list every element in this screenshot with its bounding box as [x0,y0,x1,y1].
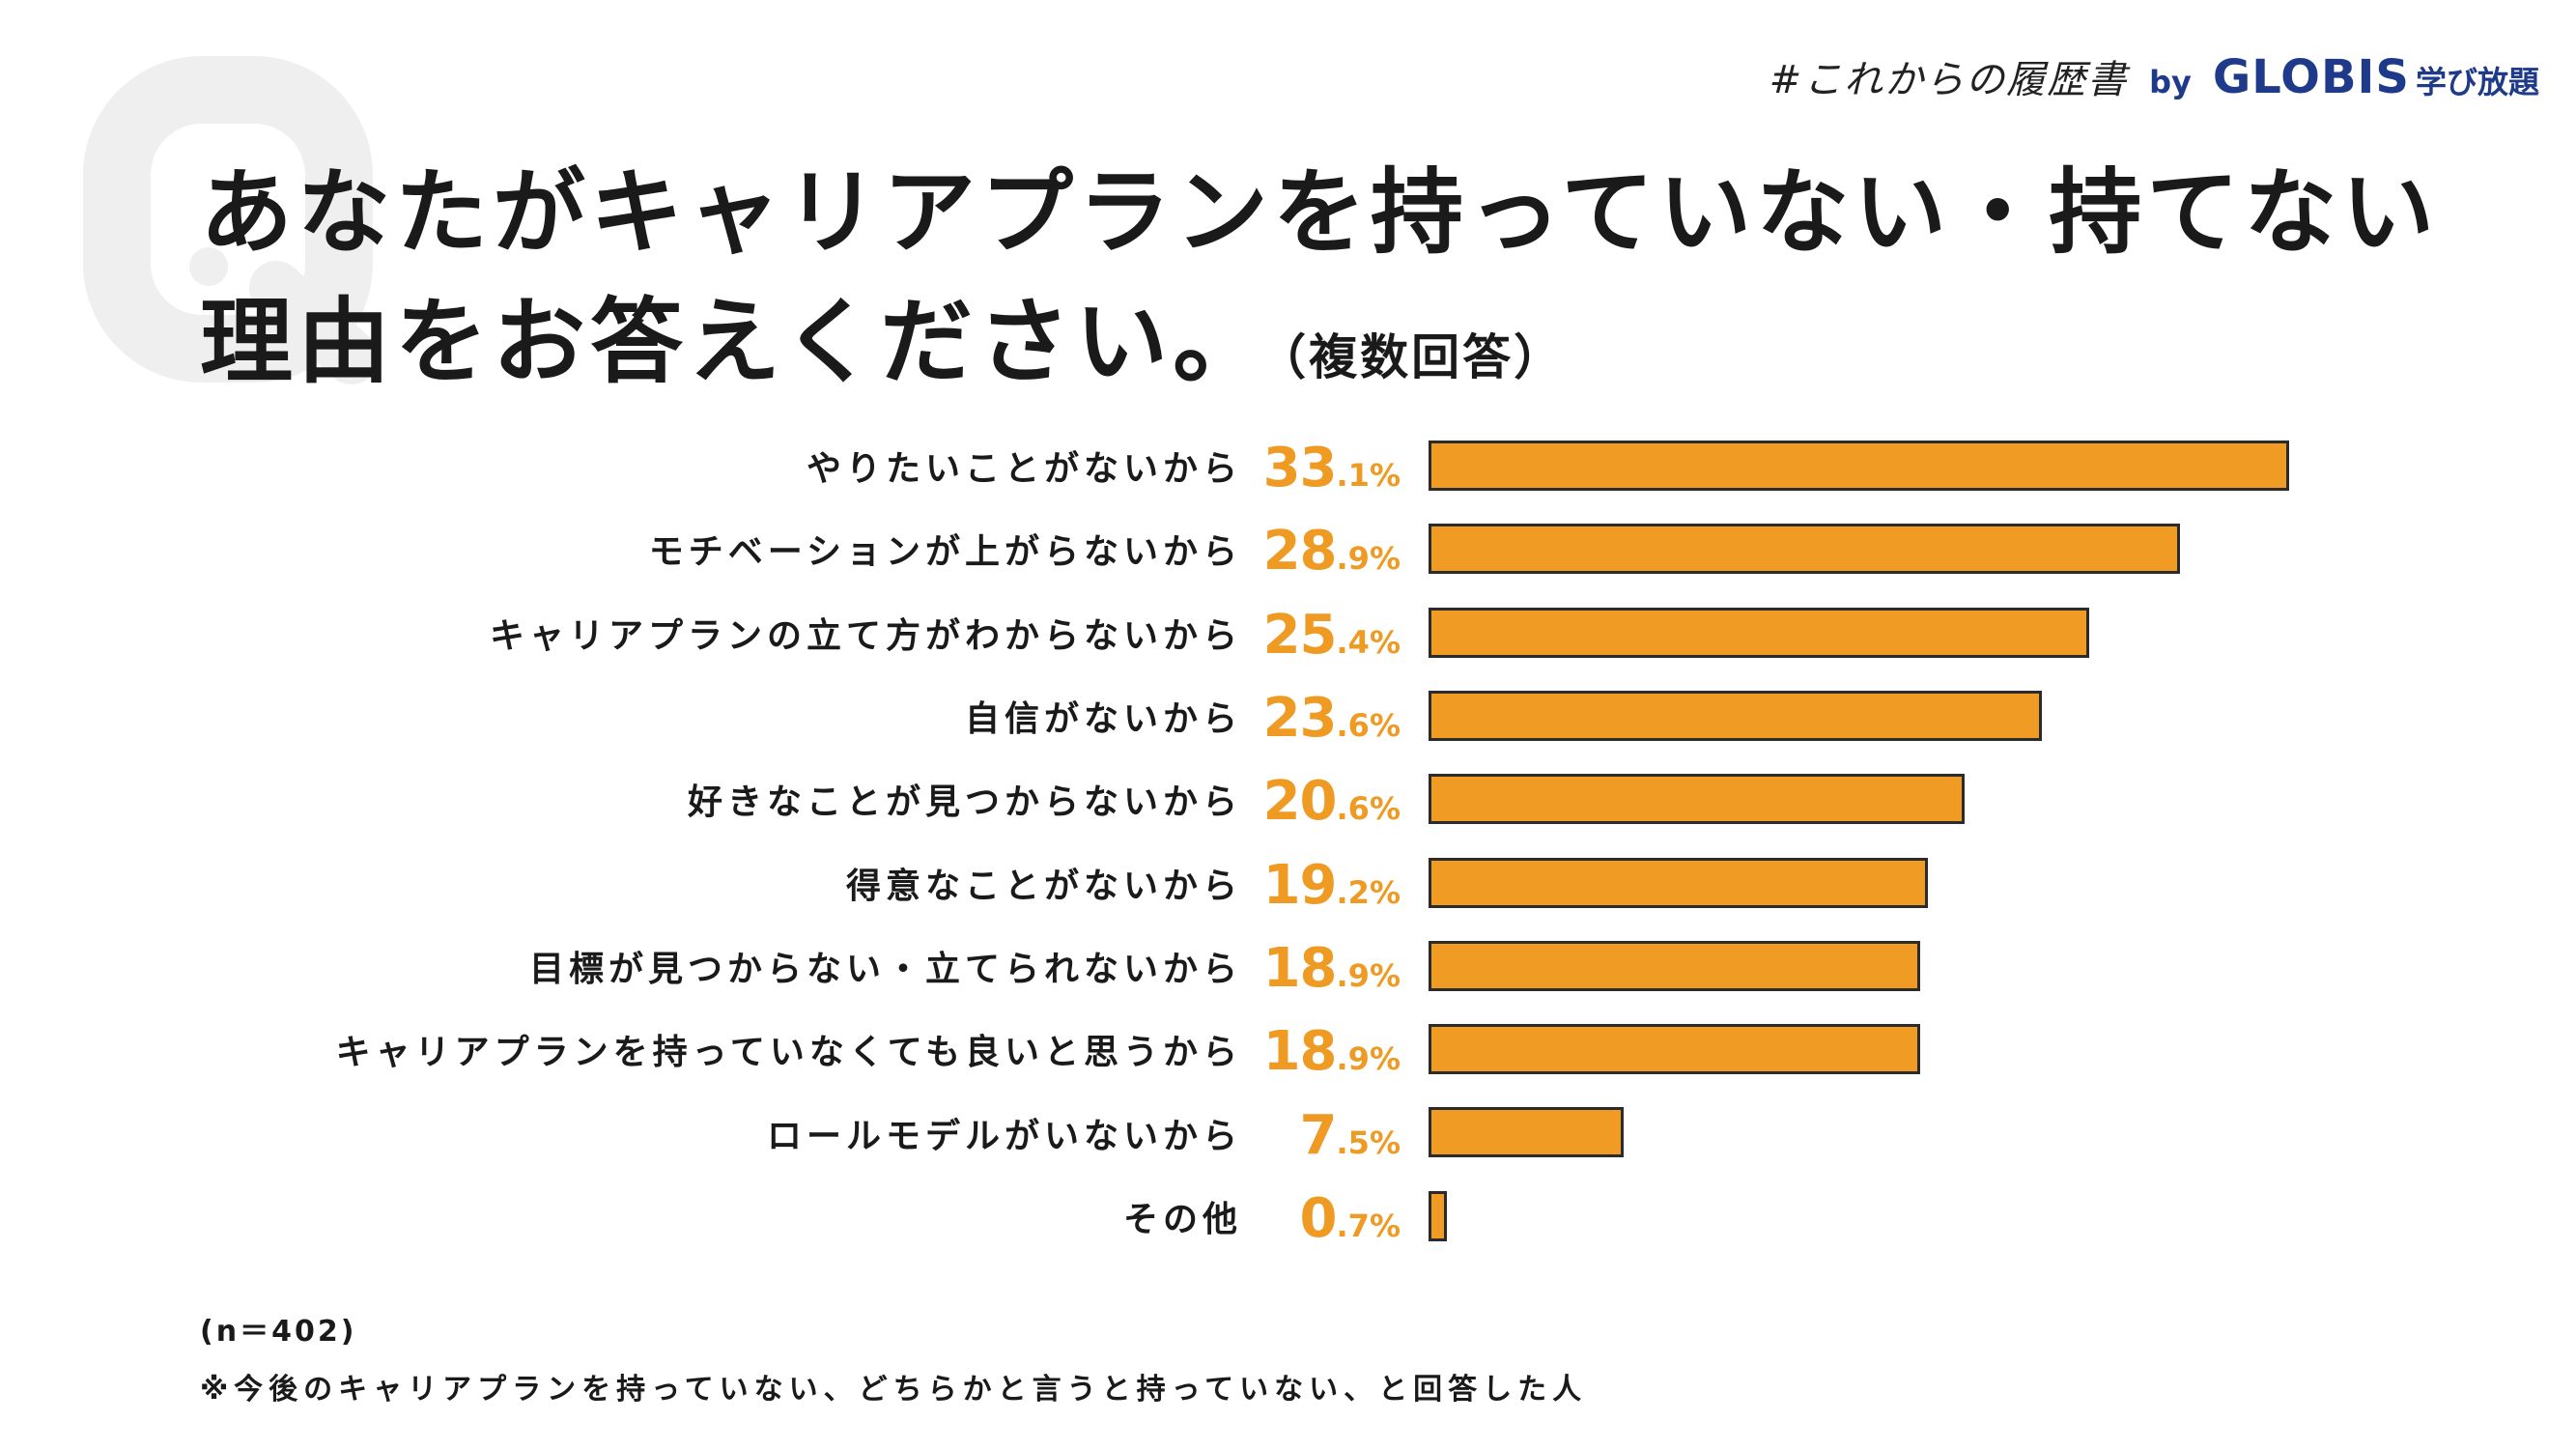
q-mark-tail [249,261,379,384]
chart-row: 好きなことが見つからないから 20.6% [0,757,2318,840]
bar [1429,774,1965,825]
bar [1429,940,1920,991]
value-decimal: .7% [1336,1207,1401,1244]
brand-hashtag: #これからの履歴書 [1769,58,2129,102]
brand-company: GLOBIS [2212,50,2410,104]
value-text: 33.1% [1263,436,1401,496]
value-decimal: .6% [1336,707,1401,745]
chart-row: その他 0.7% [0,1175,2318,1258]
brand-logo: #これからの履歴書 by GLOBIS 学び放題 [1769,48,2539,104]
value-decimal: .2% [1336,873,1401,911]
q-mark-dot [189,247,228,286]
category-label: 得意なことがないから [845,866,1242,906]
value-text: 28.9% [1263,519,1401,579]
bar [1429,857,1928,908]
bar [1429,1190,1447,1241]
value-label: 18.9% [1236,1008,1401,1091]
chart-row: 自信がないから 23.6% [0,674,2318,757]
value-decimal: .1% [1336,457,1401,495]
value-label: 7.5% [1236,1091,1401,1174]
value-text: 7.5% [1300,1103,1401,1163]
value-integer: 0 [1299,1186,1338,1250]
q-mark-ring [83,56,373,383]
value-integer: 18 [1262,936,1338,1000]
value-label: 23.6% [1236,674,1401,757]
category-label: キャリアプランを持っていなくても良いと思うから [335,1033,1242,1073]
value-integer: 33 [1262,437,1338,500]
category-label: キャリアプランの立て方がわからないから [489,615,1242,656]
category-label: その他 [1122,1199,1242,1239]
value-integer: 7 [1299,1103,1338,1167]
value-label: 18.9% [1236,924,1401,1008]
value-text: 19.2% [1263,853,1401,913]
chart-row: 目標が見つからない・立てられないから 18.9% [0,924,2318,1008]
value-integer: 25 [1262,603,1338,667]
value-text: 25.4% [1263,603,1401,663]
value-decimal: .6% [1336,790,1401,828]
value-label: 28.9% [1236,507,1401,590]
value-label: 20.6% [1236,757,1401,840]
value-decimal: .9% [1336,1040,1401,1078]
value-text: 23.6% [1263,686,1401,746]
question-title-line2-text: 理由をお答えください。 [200,288,1271,396]
bar [1429,1107,1624,1158]
chart-row: キャリアプランの立て方がわからないから 25.4% [0,591,2318,674]
value-text: 18.9% [1263,1019,1401,1079]
value-text: 20.6% [1263,769,1401,829]
q-mark-icon [83,56,379,384]
bar [1429,607,2089,658]
value-label: 0.7% [1236,1175,1401,1258]
question-title-note: （複数回答） [1282,329,1566,385]
value-decimal: .5% [1336,1123,1401,1161]
question-title-line2: 理由をお答えください。 （複数回答） [200,296,1565,388]
value-integer: 19 [1262,853,1338,917]
value-integer: 23 [1262,687,1338,751]
value-decimal: .9% [1336,540,1401,578]
bar [1429,1024,1920,1075]
question-title-line1: あなたがキャリアプランを持っていない・持てない [200,158,2440,267]
value-label: 19.2% [1236,841,1401,924]
value-label: 25.4% [1236,591,1401,674]
sample-size: (n＝402) [200,1315,357,1349]
category-label: 目標が見つからない・立てられないから [528,949,1242,989]
bar [1429,441,2289,491]
value-label: 33.1% [1236,424,1401,507]
footnote: ※今後のキャリアプランを持っていない、どちらかと言うと持っていない、と回答した人 [200,1373,1588,1407]
value-integer: 28 [1262,520,1338,583]
category-label: ロールモデルがいないから [766,1116,1242,1156]
chart-row: キャリアプランを持っていなくても良いと思うから 18.9% [0,1008,2318,1091]
brand-service: 学び放題 [2415,64,2539,100]
chart-row: やりたいことがないから 33.1% [0,424,2318,507]
category-label: 自信がないから [964,699,1242,740]
bar [1429,690,2043,741]
value-text: 0.7% [1300,1186,1401,1246]
category-label: モチベーションが上がらないから [648,532,1242,573]
bar [1429,524,2180,575]
category-label: 好きなことが見つからないから [687,782,1242,823]
chart-row: モチベーションが上がらないから 28.9% [0,507,2318,590]
value-decimal: .4% [1336,623,1401,661]
bar-chart: やりたいことがないから 33.1% モチベーションが上がらないから 28.9% キャリア… [0,424,2511,1265]
value-decimal: .9% [1336,956,1401,994]
category-label: やりたいことがないから [806,449,1242,490]
value-text: 18.9% [1263,936,1401,996]
value-integer: 20 [1262,770,1338,834]
brand-by: by [2149,64,2192,100]
value-integer: 18 [1262,1020,1338,1084]
chart-row: 得意なことがないから 19.2% [0,841,2318,924]
chart-row: ロールモデルがいないから 7.5% [0,1091,2318,1174]
